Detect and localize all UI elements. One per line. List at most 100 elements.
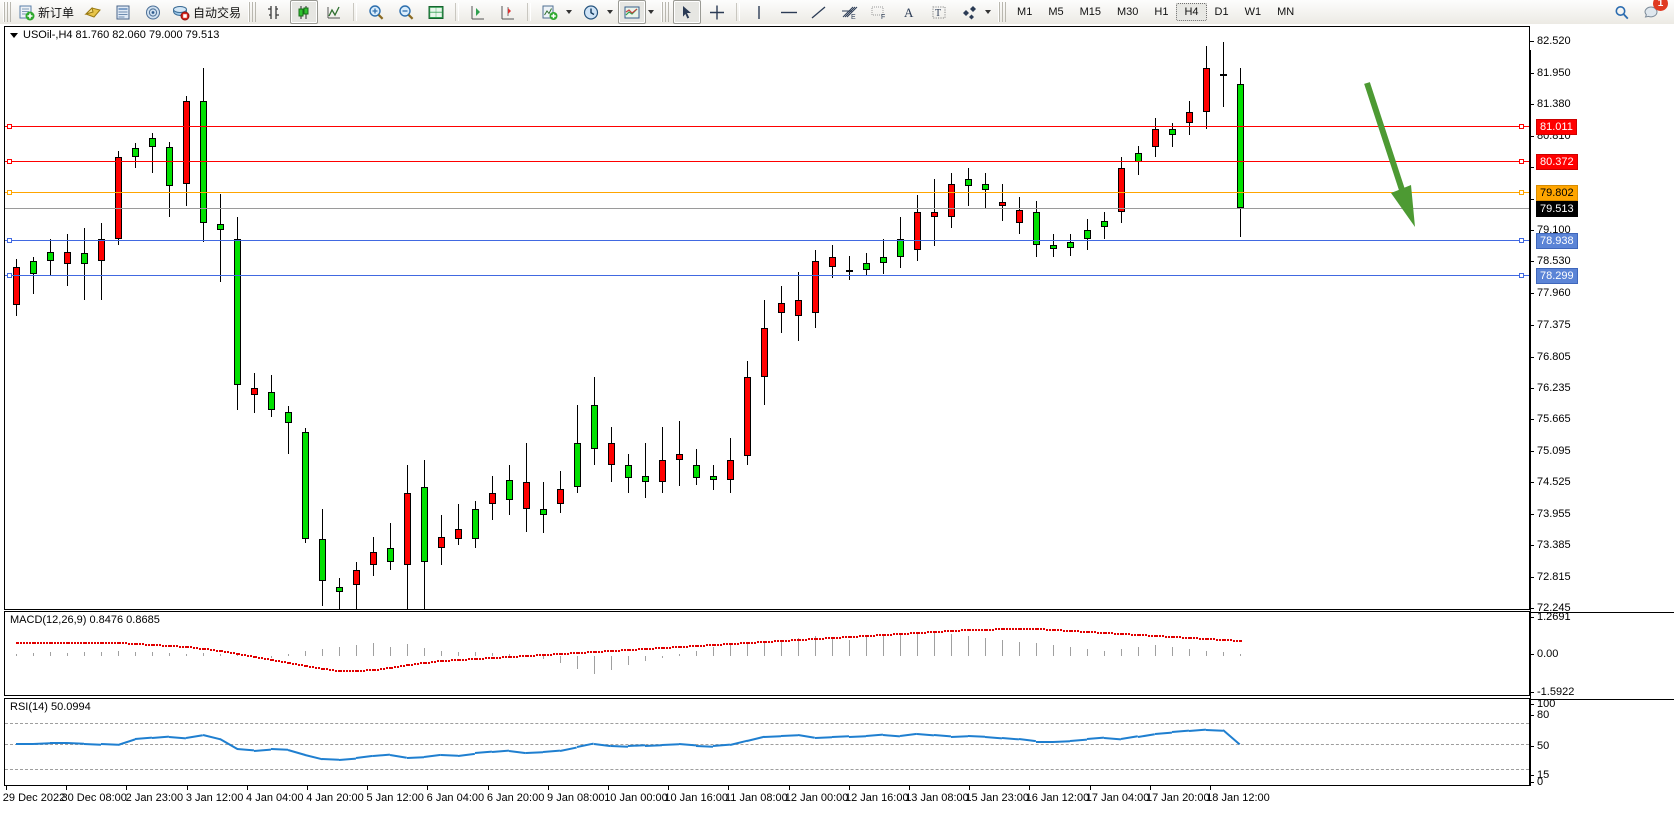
indicators-dropdown-caret[interactable]: [566, 10, 573, 14]
macd-signal-point: [802, 638, 804, 641]
channel-button[interactable]: F: [865, 0, 893, 24]
timeframe-m15[interactable]: M15: [1079, 6, 1101, 18]
macd-signal-point: [1111, 632, 1113, 635]
auto-trading-button[interactable]: 自动交易: [169, 0, 244, 24]
time-tick-label: 18 Jan 12:00: [1206, 792, 1270, 804]
hline-anchor[interactable]: [1519, 123, 1524, 129]
period-button[interactable]: [577, 0, 605, 24]
indicators-button[interactable]: [536, 0, 564, 24]
templates-dropdown-caret[interactable]: [648, 10, 655, 14]
toolbar-grip-3[interactable]: [661, 2, 670, 22]
horizontal-line-button[interactable]: [775, 0, 803, 24]
price-line-label-support[interactable]: 78.938: [1536, 232, 1578, 249]
rsi-line-segment: [1086, 736, 1105, 741]
macd-signal-point: [564, 652, 566, 655]
macd-signal-point: [1063, 629, 1065, 632]
down-arrow-annotation[interactable]: [1345, 67, 1435, 247]
fibonacci-button[interactable]: E: [835, 0, 863, 24]
time-tick: [66, 786, 68, 790]
alerts-button[interactable]: 1: [1638, 0, 1668, 24]
hline-resistance[interactable]: [5, 160, 1529, 162]
search-button[interactable]: [1608, 0, 1636, 24]
candlestick: [302, 27, 309, 609]
timeframe-h1[interactable]: H1: [1154, 6, 1169, 18]
zoom-out-button[interactable]: [392, 0, 420, 24]
price-scale[interactable]: 82.52081.95081.38080.81080.24079.67079.1…: [1530, 35, 1674, 788]
rsi-label: RSI(14) 50.0994: [10, 701, 94, 713]
candlestick-chart-button[interactable]: [290, 0, 319, 24]
period-dropdown-caret[interactable]: [607, 10, 614, 14]
price-line-label-support[interactable]: 78.299: [1536, 268, 1578, 285]
macd-histogram-bar: [373, 643, 374, 656]
hline-anchor[interactable]: [7, 158, 12, 164]
macd-histogram-bar: [781, 639, 782, 656]
macd-signal-point: [182, 645, 184, 648]
hline-current-price[interactable]: [5, 208, 1529, 210]
rsi-pane[interactable]: RSI(14) 50.0994: [4, 698, 1530, 786]
bar-chart-button[interactable]: [260, 0, 288, 24]
line-chart-button[interactable]: [320, 0, 348, 24]
hline-anchor[interactable]: [1519, 237, 1524, 243]
time-scale[interactable]: 29 Dec 2022 30 Dec 08:00 2 Jan 23:00 3 Jan …: [3, 786, 1530, 810]
hline-anchor[interactable]: [7, 190, 12, 196]
toolbar-separator-4: [736, 3, 741, 21]
trendline-button[interactable]: [805, 0, 833, 24]
macd-signal-point: [1139, 634, 1141, 637]
macd-pane[interactable]: MACD(12,26,9) 0.8476 0.8685: [4, 611, 1530, 696]
hline-resistance[interactable]: [5, 125, 1529, 127]
timeframe-mn[interactable]: MN: [1277, 6, 1295, 18]
zoom-in-button[interactable]: [362, 0, 390, 24]
time-tick-label: 17 Jan 20:00: [1145, 792, 1210, 804]
candlestick: [880, 27, 887, 609]
price-line-label-resistance[interactable]: 80.372: [1536, 153, 1578, 170]
price-line-label-current-price[interactable]: 79.513: [1536, 201, 1578, 218]
macd-signal-point: [1003, 628, 1005, 630]
hline-anchor[interactable]: [1519, 273, 1524, 279]
time-tick: [788, 786, 790, 790]
macd-signal-point: [216, 649, 218, 652]
shapes-dropdown-caret[interactable]: [985, 10, 992, 14]
timeframe-d1[interactable]: D1: [1214, 6, 1229, 18]
candlestick: [574, 27, 581, 609]
hline-anchor[interactable]: [7, 237, 12, 243]
navigator-button[interactable]: [139, 0, 167, 24]
chart-area[interactable]: USOil-,H4 81.760 82.060 79.000 79.513 MA…: [0, 24, 1674, 840]
scroll-end-button[interactable]: [464, 0, 492, 24]
timeframe-m1[interactable]: M1: [1017, 6, 1033, 18]
templates-button[interactable]: [618, 0, 647, 24]
toolbar-grip[interactable]: [3, 2, 11, 22]
chart-collapse-caret[interactable]: [10, 32, 18, 38]
text-label-button[interactable]: T: [925, 0, 953, 24]
price-line-label-resistance[interactable]: 81.011: [1536, 118, 1577, 135]
macd-signal-point: [323, 668, 325, 671]
timeframe-w1[interactable]: W1: [1244, 6, 1262, 18]
hline-anchor[interactable]: [7, 123, 12, 129]
macd-signal-point: [709, 644, 711, 647]
text-button[interactable]: A: [895, 0, 923, 24]
hline-pivot[interactable]: [5, 192, 1529, 194]
macd-signal-point: [309, 665, 311, 668]
hline-anchor[interactable]: [1519, 190, 1524, 196]
data-window-button[interactable]: [109, 0, 137, 24]
toolbar-grip-2[interactable]: [248, 2, 257, 22]
new-order-button[interactable]: 新订单: [15, 0, 77, 24]
expert-advisors-button[interactable]: [79, 0, 107, 24]
hline-anchor[interactable]: [7, 273, 12, 279]
timeframe-m5[interactable]: M5: [1048, 6, 1064, 18]
timeframe-m30[interactable]: M30: [1117, 6, 1139, 18]
candlestick: [1033, 27, 1040, 609]
chart-shift-button[interactable]: [494, 0, 522, 24]
toolbar-grip-4[interactable]: [998, 2, 1007, 22]
cursor-button[interactable]: [673, 0, 702, 24]
crosshair-button[interactable]: [703, 0, 731, 24]
price-line-label-pivot[interactable]: 79.802: [1536, 185, 1578, 202]
hline-support[interactable]: [5, 239, 1529, 241]
hline-support[interactable]: [5, 275, 1529, 277]
main-price-pane[interactable]: USOil-,H4 81.760 82.060 79.000 79.513: [4, 26, 1530, 610]
shapes-button[interactable]: [955, 0, 983, 24]
tile-windows-button[interactable]: [422, 0, 450, 24]
timeframe-h4[interactable]: H4: [1176, 3, 1207, 21]
hline-anchor[interactable]: [1519, 158, 1524, 164]
rsi-line-segment: [763, 734, 782, 738]
vertical-line-button[interactable]: [745, 0, 773, 24]
